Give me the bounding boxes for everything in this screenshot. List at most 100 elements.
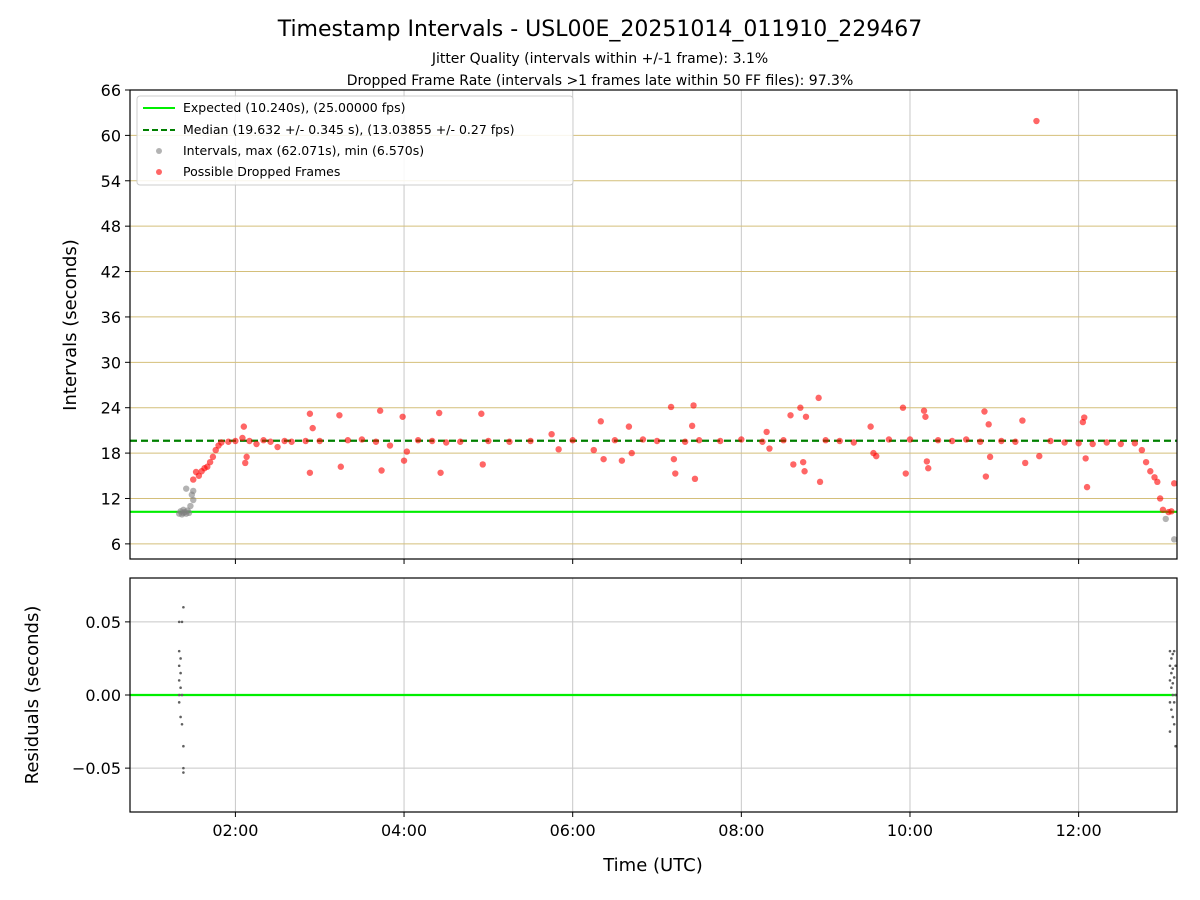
dropped-frame-point — [306, 410, 314, 417]
residual-point — [179, 657, 182, 660]
dropped-frame-point — [253, 440, 260, 448]
intervals-y-axis-label: Intervals (seconds) — [60, 239, 81, 411]
dropped-frame-point — [816, 478, 824, 486]
dropped-frame-point — [822, 437, 829, 444]
residual-point — [1168, 730, 1172, 733]
dropped-frame-point — [302, 437, 309, 445]
interval-point — [1170, 536, 1178, 543]
residual-point — [179, 686, 182, 689]
x-tick-label: 10:00 — [887, 821, 933, 840]
dropped-frame-point — [600, 455, 607, 463]
residual-point — [177, 649, 181, 653]
intervals-y-tick-label: 54 — [101, 172, 121, 191]
dropped-frame-point — [260, 437, 267, 444]
dropped-frame-point — [1081, 414, 1088, 421]
x-tick-label: 06:00 — [550, 821, 596, 840]
dropped-frame-point — [386, 442, 394, 449]
dropped-frame-point — [1103, 439, 1110, 446]
dropped-frame-point — [555, 446, 562, 453]
dropped-frame-point — [934, 437, 942, 444]
dropped-frame-point — [759, 438, 766, 445]
residual-point — [1172, 701, 1176, 704]
dropped-frame-point — [1033, 117, 1040, 125]
dropped-frame-point — [639, 436, 647, 443]
dropped-frame-point — [738, 436, 745, 443]
dropped-frame-point — [836, 437, 843, 445]
dropped-frame-point — [1022, 459, 1029, 467]
residual-point — [1168, 664, 1172, 668]
dropped-frame-point — [372, 438, 380, 445]
dropped-frame-point — [1159, 506, 1167, 514]
interval-point — [190, 496, 197, 504]
intervals-y-tick-label: 42 — [101, 263, 121, 282]
dropped-frame-point — [309, 424, 316, 432]
residual-point — [177, 679, 181, 682]
dropped-frame-point — [336, 412, 343, 419]
residual-point — [180, 722, 184, 726]
intervals-y-tick-label: 24 — [101, 399, 121, 418]
residual-point — [1171, 693, 1175, 697]
dropped-frame-point — [527, 437, 534, 445]
legend-dropped-swatch — [156, 169, 162, 175]
interval-point — [1162, 515, 1169, 523]
dropped-frame-point — [288, 438, 295, 445]
interval-point — [190, 487, 197, 495]
residual-point — [179, 715, 182, 719]
chart-title: Timestamp Intervals - USL00E_20251014_01… — [277, 17, 923, 42]
dropped-frame-point — [281, 437, 288, 445]
dropped-frame-point — [906, 436, 914, 443]
dropped-frame-point — [1082, 455, 1089, 462]
dropped-frame-point — [873, 452, 880, 460]
dropped-frame-point — [902, 470, 909, 477]
dropped-frame-point — [925, 465, 932, 472]
dropped-frame-point — [443, 439, 450, 446]
residual-point — [1171, 652, 1175, 656]
dropped-frame-point — [337, 463, 345, 470]
dropped-frame-point — [986, 453, 994, 461]
dropped-frame-point — [628, 449, 635, 457]
dropped-frame-point — [1061, 439, 1068, 446]
x-tick-label: 02:00 — [212, 821, 258, 840]
x-tick-label: 04:00 — [381, 821, 427, 840]
dropped-frame-point — [457, 438, 464, 445]
interval-point — [187, 502, 194, 510]
residual-point — [182, 744, 185, 748]
residuals-y-axis-label: Residuals (seconds) — [22, 606, 43, 785]
intervals-y-tick-label: 36 — [101, 308, 121, 327]
dropped-frame-point — [690, 402, 697, 409]
dropped-frame-point — [681, 438, 689, 445]
dropped-frame-point — [766, 445, 773, 452]
dropped-frame-point — [239, 434, 246, 442]
residual-point — [1172, 722, 1176, 726]
dropped-frame-point — [799, 458, 807, 466]
dropped-frame-point — [1154, 478, 1161, 486]
legend: Expected (10.240s), (25.00000 fps) Media… — [136, 95, 574, 186]
residual-point — [179, 671, 182, 675]
dropped-frame-point — [695, 437, 703, 444]
dropped-frame-point — [1012, 438, 1019, 445]
dropped-frame-point — [691, 475, 699, 483]
dropped-frame-point — [625, 423, 633, 430]
dropped-frame-point — [485, 437, 492, 445]
dropped-frame-point — [618, 457, 626, 464]
x-tick-label: 12:00 — [1056, 821, 1102, 840]
dropped-frame-point — [246, 437, 253, 445]
dropped-frame-point — [1117, 440, 1124, 448]
dropped-frame-point — [922, 413, 929, 420]
jitter-quality-subtitle: Jitter Quality (intervals within +/-1 fr… — [431, 51, 768, 67]
intervals-points — [175, 117, 1178, 543]
interval-point — [183, 485, 190, 492]
dropped-frame-point — [428, 437, 436, 445]
dropped-frame-point — [1170, 480, 1178, 487]
dropped-frame-point — [590, 446, 597, 454]
intervals-x-ticks — [234, 559, 1080, 564]
dropped-frame-point — [435, 409, 443, 417]
dropped-frame-point — [242, 459, 249, 467]
dropped-frame-point — [206, 458, 214, 466]
dropped-frame-point — [981, 408, 988, 415]
dropped-frame-point — [962, 436, 970, 443]
dropped-frame-point — [1147, 468, 1154, 475]
dropped-frame-point — [378, 467, 385, 474]
residuals-y-tick-label: 0.00 — [85, 686, 121, 705]
